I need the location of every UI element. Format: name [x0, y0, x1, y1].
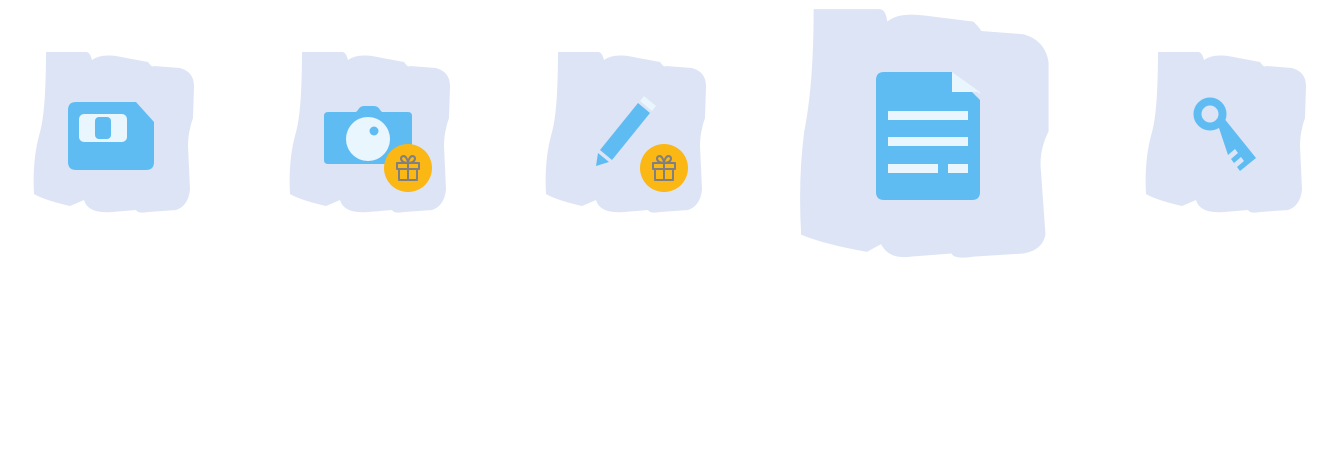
document-icon	[876, 72, 980, 200]
gift-icon	[652, 155, 676, 181]
sim-card-icon	[68, 102, 154, 170]
camera-icon	[324, 106, 412, 164]
pencil-tile[interactable]	[542, 50, 708, 216]
sim-card-tile[interactable]	[30, 50, 196, 216]
pencil-icon	[596, 96, 656, 166]
key-tile[interactable]	[1142, 50, 1308, 216]
gift-badge	[640, 144, 688, 192]
key-icon	[1193, 97, 1256, 171]
gift-icon	[396, 155, 420, 181]
camera-tile[interactable]	[286, 50, 452, 216]
gift-badge	[384, 144, 432, 192]
document-tile[interactable]	[798, 6, 1058, 266]
